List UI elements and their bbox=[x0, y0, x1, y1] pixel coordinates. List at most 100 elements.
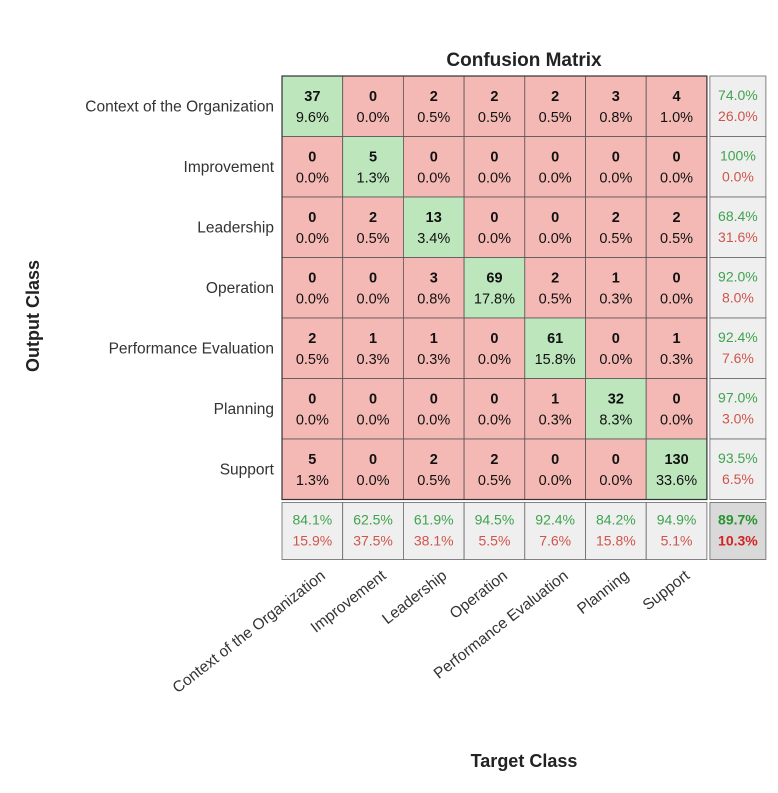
cell-percentage: 33.6% bbox=[656, 473, 697, 489]
cell-count: 0 bbox=[490, 331, 498, 347]
cell-count: 0 bbox=[430, 392, 438, 408]
cell-percentage: 0.5% bbox=[478, 110, 511, 126]
x-tick-label: Leadership bbox=[379, 567, 450, 628]
col-error: 5.5% bbox=[478, 533, 510, 549]
cell-percentage: 0.0% bbox=[296, 231, 329, 247]
matrix-cell bbox=[463, 257, 526, 319]
matrix-cell bbox=[524, 378, 586, 440]
cell-percentage: 0.5% bbox=[296, 352, 329, 368]
matrix-cell bbox=[645, 317, 708, 379]
cell-percentage: 0.0% bbox=[539, 231, 572, 247]
y-tick-label: Planning bbox=[214, 401, 274, 418]
cell-percentage: 0.0% bbox=[599, 352, 632, 368]
cell-count: 0 bbox=[369, 392, 377, 408]
matrix-cell bbox=[585, 438, 647, 500]
cell-percentage: 0.8% bbox=[599, 110, 632, 126]
row-error: 31.6% bbox=[718, 229, 758, 245]
row-summary-cell bbox=[709, 196, 767, 258]
col-summary-cell bbox=[645, 502, 708, 560]
cell-percentage: 0.5% bbox=[599, 231, 632, 247]
cell-percentage: 1.3% bbox=[357, 171, 390, 187]
col-error: 38.1% bbox=[414, 533, 454, 549]
matrix-cell bbox=[585, 136, 647, 198]
cell-percentage: 0.5% bbox=[478, 473, 511, 489]
cell-count: 32 bbox=[608, 392, 624, 408]
col-recall: 94.9% bbox=[657, 512, 697, 528]
col-summary-cell bbox=[402, 502, 465, 560]
matrix-cell bbox=[585, 75, 647, 137]
cell-percentage: 0.0% bbox=[296, 171, 329, 187]
y-tick-label: Leadership bbox=[197, 219, 274, 236]
col-summary-cell bbox=[281, 502, 344, 560]
matrix-cell bbox=[342, 378, 404, 440]
matrix-cell bbox=[645, 438, 708, 500]
matrix-cell bbox=[402, 196, 465, 258]
matrix-cell bbox=[281, 438, 344, 500]
matrix-grid: 37 9.6% 0 0.0% 2 0.5% 2 0.5% 2 0.5% 3 0.8% 4 1.0% 0 0.0… bbox=[85, 75, 767, 697]
x-tick-label: Planning bbox=[574, 567, 632, 618]
matrix-cell bbox=[342, 317, 404, 379]
cell-count: 2 bbox=[490, 452, 498, 468]
row-summary-cell bbox=[709, 257, 767, 319]
cell-count: 69 bbox=[486, 271, 502, 287]
col-error: 37.5% bbox=[353, 533, 393, 549]
matrix-cell bbox=[281, 196, 344, 258]
row-precision: 92.0% bbox=[718, 269, 758, 285]
row-precision: 93.5% bbox=[718, 450, 758, 466]
cell-count: 0 bbox=[673, 392, 681, 408]
y-tick-label: Performance Evaluation bbox=[109, 340, 274, 357]
cell-count: 3 bbox=[612, 89, 620, 105]
matrix-cell bbox=[281, 257, 344, 319]
cell-percentage: 1.3% bbox=[296, 473, 329, 489]
row-precision: 92.4% bbox=[718, 329, 758, 345]
chart-title: Confusion Matrix bbox=[446, 50, 602, 71]
matrix-cell bbox=[585, 257, 647, 319]
matrix-cell bbox=[342, 438, 404, 500]
cell-count: 0 bbox=[551, 210, 559, 226]
cell-percentage: 0.0% bbox=[357, 473, 390, 489]
x-axis-label: Target Class bbox=[471, 751, 578, 771]
row-precision: 68.4% bbox=[718, 208, 758, 224]
cell-count: 2 bbox=[369, 210, 377, 226]
cell-count: 13 bbox=[426, 210, 442, 226]
matrix-cell bbox=[463, 317, 526, 379]
cell-percentage: 0.3% bbox=[417, 352, 450, 368]
cell-percentage: 0.0% bbox=[296, 292, 329, 308]
cell-count: 2 bbox=[430, 452, 438, 468]
cell-percentage: 0.0% bbox=[478, 171, 511, 187]
cell-count: 0 bbox=[369, 271, 377, 287]
matrix-cell bbox=[281, 136, 344, 198]
cell-count: 37 bbox=[304, 89, 320, 105]
col-recall: 84.1% bbox=[292, 512, 332, 528]
cell-count: 1 bbox=[551, 392, 559, 408]
col-recall: 92.4% bbox=[535, 512, 575, 528]
row-summary-cell bbox=[709, 438, 767, 500]
col-summary-cell bbox=[342, 502, 404, 560]
col-summary-cell bbox=[524, 502, 586, 560]
cell-count: 0 bbox=[490, 150, 498, 166]
col-recall: 84.2% bbox=[596, 512, 636, 528]
row-summary-cell bbox=[709, 136, 767, 198]
cell-percentage: 0.0% bbox=[539, 473, 572, 489]
row-error: 0.0% bbox=[722, 169, 754, 185]
row-summary-cell bbox=[709, 378, 767, 440]
cell-percentage: 0.0% bbox=[478, 231, 511, 247]
matrix-cell bbox=[585, 378, 647, 440]
cell-count: 3 bbox=[430, 271, 438, 287]
cell-percentage: 9.6% bbox=[296, 110, 329, 126]
cell-count: 61 bbox=[547, 331, 563, 347]
cell-percentage: 3.4% bbox=[417, 231, 450, 247]
row-precision: 100% bbox=[720, 148, 756, 164]
row-precision: 74.0% bbox=[718, 87, 758, 103]
cell-percentage: 1.0% bbox=[660, 110, 693, 126]
cell-count: 2 bbox=[308, 331, 316, 347]
matrix-cell bbox=[402, 378, 465, 440]
y-tick-label: Support bbox=[220, 461, 275, 478]
cell-percentage: 0.0% bbox=[357, 110, 390, 126]
cell-count: 0 bbox=[308, 392, 316, 408]
matrix-cell bbox=[524, 196, 586, 258]
cell-percentage: 0.0% bbox=[478, 352, 511, 368]
cell-count: 1 bbox=[612, 271, 620, 287]
matrix-cell bbox=[645, 136, 708, 198]
overall-accuracy-cell bbox=[709, 502, 767, 560]
